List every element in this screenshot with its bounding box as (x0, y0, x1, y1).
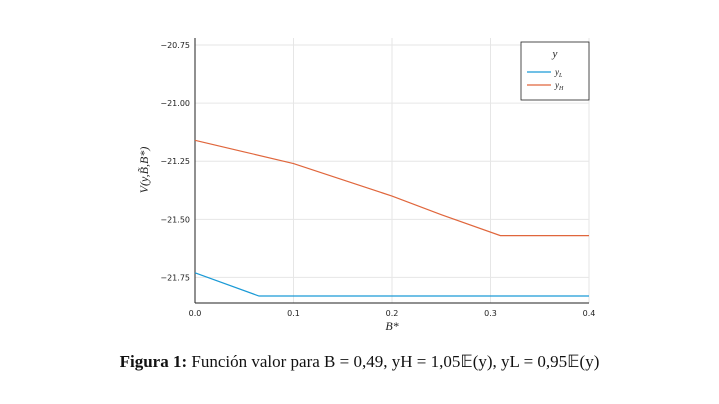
y-tick-label: −21.25 (160, 157, 190, 166)
x-axis-label: B* (385, 319, 398, 333)
chart: V(y,B̃,B*) B* −20.75 −21.00 −21.25 −21.50 −2… (137, 38, 596, 333)
x-tick-label: 0.0 (189, 309, 202, 318)
y-tick-label: −20.75 (160, 41, 190, 50)
caption-label: Figura 1: (119, 352, 188, 371)
x-tick-label: 0.2 (386, 309, 399, 318)
line (194, 139, 589, 237)
legend-box (520, 41, 590, 101)
y-axis-label: V(y,B̃,B*) (137, 147, 151, 194)
legend-title: y (552, 48, 558, 60)
legend-label: yL (554, 67, 563, 79)
x-tick-label: 0.4 (583, 309, 596, 318)
y-tick-label: −21.00 (160, 99, 190, 108)
y-tick-label: −21.75 (160, 273, 190, 282)
caption-text: Función valor para B = 0,49, yH = 1,05𝔼(… (191, 352, 600, 371)
caption: Figura 1: Función valor para B = 0,49, y… (0, 352, 719, 372)
legend-label: yH (554, 80, 564, 92)
x-tick-label: 0.3 (484, 309, 497, 318)
x-tick-label: 0.1 (287, 309, 300, 318)
line (194, 272, 589, 297)
y-tick-label: −21.50 (160, 215, 190, 224)
